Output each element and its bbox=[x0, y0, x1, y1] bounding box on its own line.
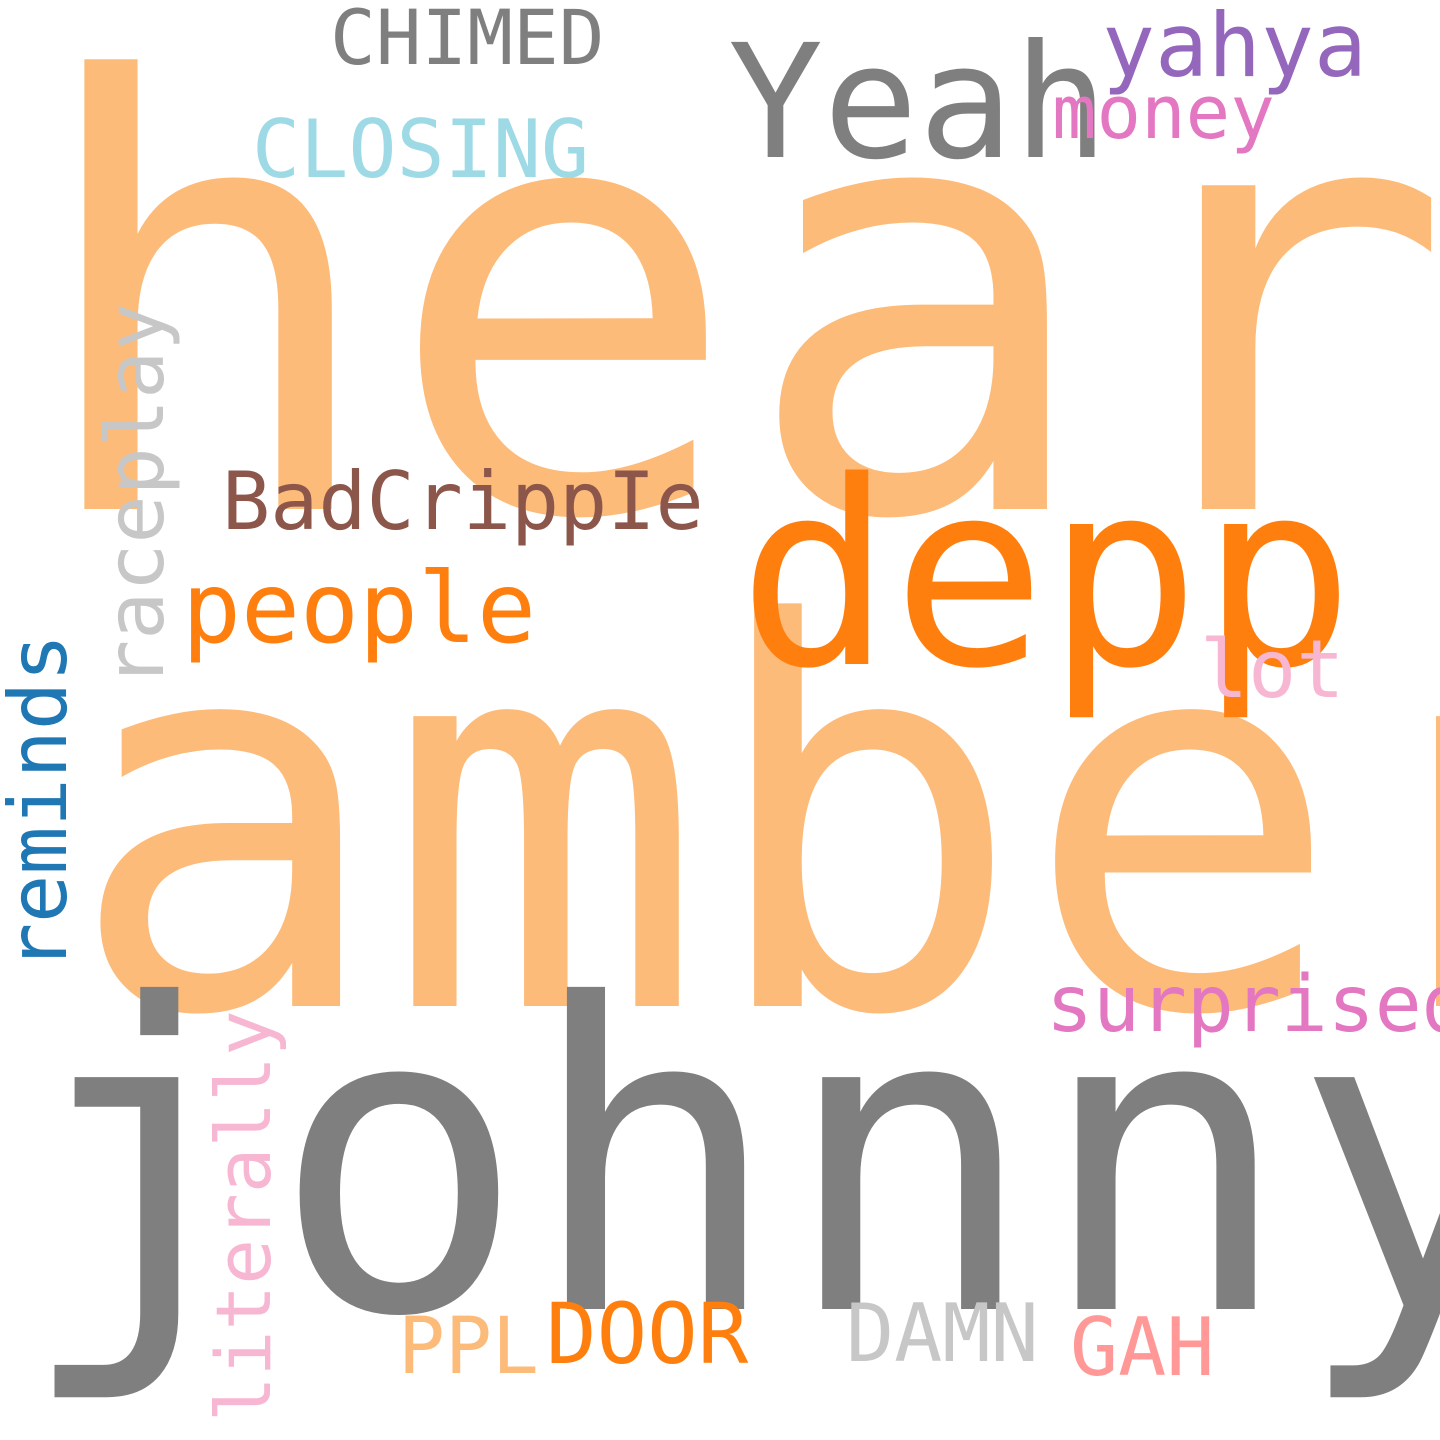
word-closing: CLOSING bbox=[252, 103, 590, 196]
word-reminds: reminds bbox=[0, 633, 85, 971]
word-chimed: CHIMED bbox=[330, 0, 605, 82]
word-yeah: Yeah bbox=[728, 11, 1109, 195]
word-depp: depp bbox=[738, 427, 1355, 725]
word-gah: GAH bbox=[1070, 1301, 1215, 1394]
word-surprised: surprised bbox=[1046, 960, 1440, 1050]
word-damn: DAMN bbox=[846, 1287, 1039, 1380]
word-yahya: yahya bbox=[1102, 0, 1367, 97]
word-ppl: PPL bbox=[398, 1302, 539, 1392]
word-badcripple: BadCrippIe bbox=[222, 455, 704, 548]
word-money: money bbox=[1052, 70, 1275, 156]
word-amber: amber bbox=[66, 514, 1440, 1131]
word-lot: lot bbox=[1200, 623, 1345, 716]
word-johnny: johnny bbox=[16, 915, 1440, 1409]
word-door: DOOR bbox=[546, 1285, 749, 1383]
word-literally: literally bbox=[199, 1010, 288, 1422]
word-heard: heard bbox=[28, 0, 1440, 649]
word-people: people bbox=[182, 552, 537, 666]
word-raceplay: raceplay bbox=[89, 302, 182, 688]
